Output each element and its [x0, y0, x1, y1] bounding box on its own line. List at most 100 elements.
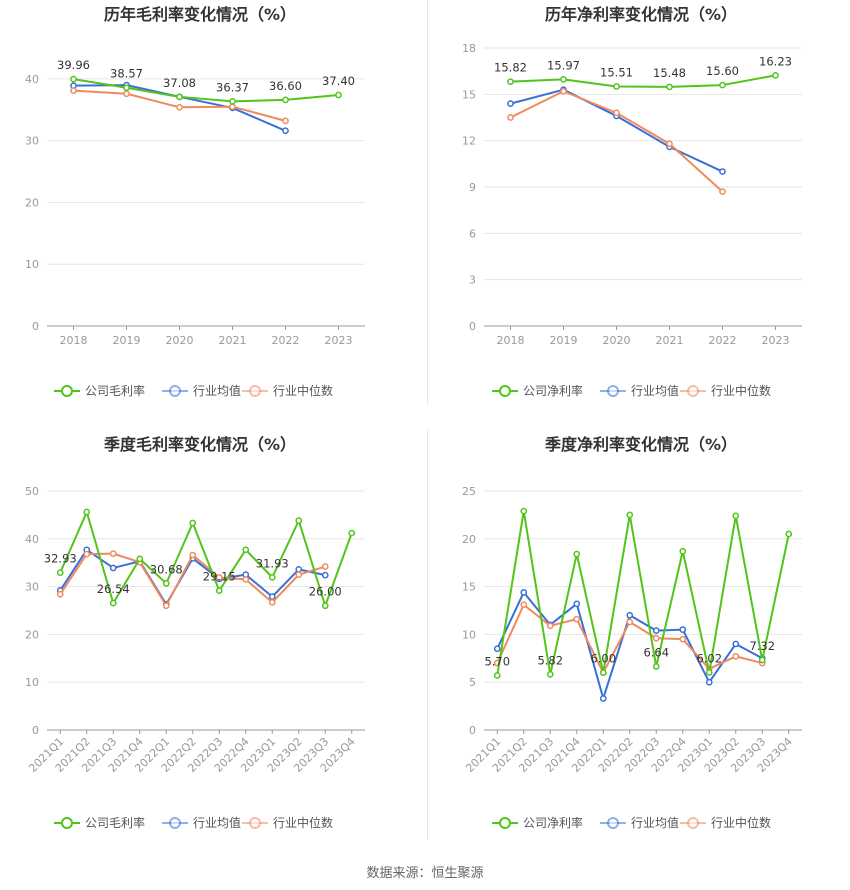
data-point [719, 81, 726, 89]
data-point [109, 550, 117, 557]
x-tick-label: 2023 [762, 334, 790, 347]
divider-top [427, 0, 428, 405]
x-tick-label: 2019 [550, 334, 578, 347]
legend-label: 行业中位数 [711, 383, 771, 398]
chart-title: 历年毛利率变化情况（%） [104, 5, 296, 24]
data-label: 15.51 [600, 65, 633, 79]
data-label: 5.82 [537, 653, 563, 667]
series-line [510, 74, 776, 88]
legend-swatch-marker [607, 385, 619, 397]
y-tick-label: 20 [25, 628, 39, 641]
divider-bottom [427, 430, 428, 840]
legend-item: 公司毛利率 [54, 383, 145, 398]
y-tick-label: 15 [462, 581, 476, 594]
chart-quarterly-net-margin: 季度净利率变化情况（%）05101520252021Q12021Q22021Q3… [462, 435, 802, 830]
y-tick-label: 10 [25, 258, 39, 271]
legend-label: 行业中位数 [273, 815, 333, 830]
data-point [626, 618, 634, 626]
data-point [136, 555, 144, 563]
legend-label: 行业均值 [631, 383, 679, 398]
data-label: 15.60 [706, 64, 739, 78]
legend-swatch-marker [169, 385, 181, 397]
legend-item: 行业中位数 [242, 815, 333, 830]
legend-item: 行业均值 [600, 815, 679, 830]
y-tick-label: 5 [469, 676, 476, 689]
y-tick-label: 30 [25, 135, 39, 148]
legend-item: 行业中位数 [242, 383, 333, 398]
data-source: 数据来源：恒生聚源 [366, 866, 484, 881]
data-point [70, 87, 77, 94]
chart-panel-quarterly-gross-margin: 季度毛利率变化情况（%） 0 10 20 30 40 50 2021Q1 2021Q2 2021Q… [0, 430, 425, 850]
legend-label: 公司毛利率 [85, 383, 145, 398]
data-label: 15.97 [547, 58, 580, 72]
data-point [215, 574, 223, 581]
data-point [613, 83, 620, 90]
data-point [732, 512, 740, 520]
data-label: 6.64 [643, 646, 669, 660]
data-point [70, 75, 77, 83]
legend-swatch-marker [249, 817, 261, 829]
data-point [229, 97, 236, 105]
x-tick-label: 2022 [272, 334, 300, 347]
legend-item: 行业中位数 [680, 815, 771, 830]
series-line [510, 90, 724, 193]
data-point [56, 590, 64, 598]
data-point [560, 76, 567, 83]
x-tick-label: 2021 [656, 334, 684, 347]
data-point [507, 114, 514, 121]
data-point [705, 678, 713, 686]
data-point [520, 507, 528, 515]
data-point [109, 564, 117, 572]
data-point [189, 519, 197, 527]
legend-item: 公司毛利率 [54, 815, 145, 830]
legend-item: 公司净利率 [492, 815, 583, 830]
data-label: 38.57 [110, 67, 143, 81]
data-label: 31.93 [256, 556, 289, 570]
data-point [666, 140, 673, 148]
data-point [176, 93, 183, 101]
data-label: 36.60 [269, 79, 302, 93]
data-point [573, 615, 581, 623]
data-point [758, 656, 766, 664]
data-point [679, 635, 687, 643]
data-point [507, 78, 514, 86]
legend-label: 行业均值 [193, 815, 241, 830]
data-point [123, 90, 130, 98]
data-point [242, 546, 250, 554]
legend-label: 行业中位数 [273, 383, 333, 398]
data-label: 16.23 [759, 54, 792, 68]
data-point [785, 530, 793, 538]
chart-panel-quarterly-net-margin: 季度净利率变化情况（%） 0 5 10 15 20 25 2021Q1 2021Q2 2021Q3… [428, 430, 850, 850]
x-tick-label: 2018 [60, 334, 88, 347]
legend-swatch-marker [499, 385, 511, 397]
legend-item: 行业均值 [162, 815, 241, 830]
data-point [507, 100, 514, 107]
data-point [652, 634, 660, 642]
data-label: 29.15 [203, 570, 236, 584]
data-point [560, 87, 567, 95]
data-point [679, 547, 687, 555]
data-point [176, 103, 183, 111]
data-point [189, 551, 197, 559]
data-point [546, 622, 554, 630]
data-label: 37.40 [322, 74, 355, 88]
x-tick-label: 2020 [603, 334, 631, 347]
chart-panel-annual-gross-margin: 历年毛利率变化情况（%） 0 10 20 30 40 2018 2019 2020 2021 202… [0, 0, 425, 420]
data-label: 32.93 [44, 552, 77, 566]
y-tick-label: 20 [462, 533, 476, 546]
x-tick-label: 2020 [166, 334, 194, 347]
y-tick-label: 40 [25, 73, 39, 86]
data-point [282, 127, 289, 135]
data-point [732, 640, 740, 648]
legend-swatch-marker [61, 817, 73, 829]
data-point [242, 576, 250, 583]
data-label: 15.82 [494, 61, 527, 75]
series-line [73, 78, 339, 103]
data-point [705, 669, 713, 676]
legend-swatch-marker [499, 817, 511, 829]
data-point [282, 96, 289, 104]
data-point [599, 695, 607, 702]
data-point [321, 563, 329, 570]
y-tick-label: 10 [462, 628, 476, 641]
data-point [295, 571, 303, 578]
